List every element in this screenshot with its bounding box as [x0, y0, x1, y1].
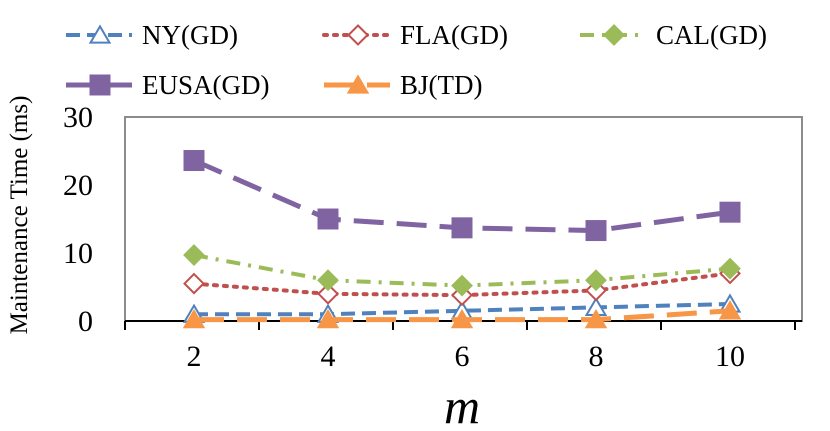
data-point: [451, 217, 473, 239]
legend-entry: NY(GD): [66, 20, 238, 50]
data-point: [183, 244, 205, 266]
y-axis-label: Maintenance Time (ms): [6, 96, 33, 335]
legend-marker: [89, 74, 111, 96]
x-axis-label: m: [444, 378, 480, 431]
legend-entry: CAL(GD): [580, 20, 767, 50]
data-point: [183, 272, 205, 295]
legend-label: EUSA(GD): [142, 70, 270, 100]
series-bj-td: [182, 300, 742, 329]
data-point: [719, 201, 741, 223]
data-point: [585, 269, 607, 292]
legend-label: FLA(GD): [400, 20, 508, 50]
data-point: [183, 150, 205, 172]
data-point: [317, 282, 339, 305]
series-layer: [182, 150, 742, 329]
series-cal-gd: [183, 244, 741, 297]
data-point: [317, 208, 339, 230]
legend-entry: EUSA(GD): [66, 70, 270, 100]
x-tick-label: 8: [589, 340, 604, 373]
data-point: [317, 269, 339, 292]
data-point: [718, 300, 742, 320]
series-eusa-gd: [183, 150, 741, 242]
legend: NY(GD) FLA(GD) CAL(GD) EUSA(GD) BJ(TD): [66, 20, 767, 100]
legend-marker: [347, 24, 369, 46]
x-tick-label: 10: [715, 340, 745, 373]
legend-label: BJ(TD): [400, 70, 483, 100]
y-tick-label: 30: [63, 101, 93, 134]
legend-marker: [88, 24, 112, 44]
data-point: [450, 309, 474, 329]
series-line: [194, 302, 731, 317]
legend-entry: BJ(TD): [324, 70, 483, 100]
legend-label: CAL(GD): [656, 20, 767, 50]
y-tick-label: 10: [63, 237, 93, 270]
data-point: [316, 309, 340, 329]
legend-entry: FLA(GD): [322, 20, 508, 50]
x-tick-label: 6: [455, 340, 470, 373]
data-point: [584, 309, 608, 329]
data-point: [719, 257, 741, 280]
data-point: [451, 274, 473, 297]
x-tick-label: 4: [321, 340, 336, 373]
legend-marker: [346, 74, 370, 94]
x-tick-label: 2: [187, 340, 202, 373]
data-point: [182, 309, 206, 329]
y-tick-label: 0: [78, 305, 93, 338]
legend-marker: [603, 24, 625, 46]
legend-label: NY(GD): [142, 20, 238, 50]
y-tick-label: 20: [63, 169, 93, 202]
data-point: [585, 220, 607, 242]
axes: 2 4 6 8 10 0 10 20 30: [63, 101, 802, 373]
